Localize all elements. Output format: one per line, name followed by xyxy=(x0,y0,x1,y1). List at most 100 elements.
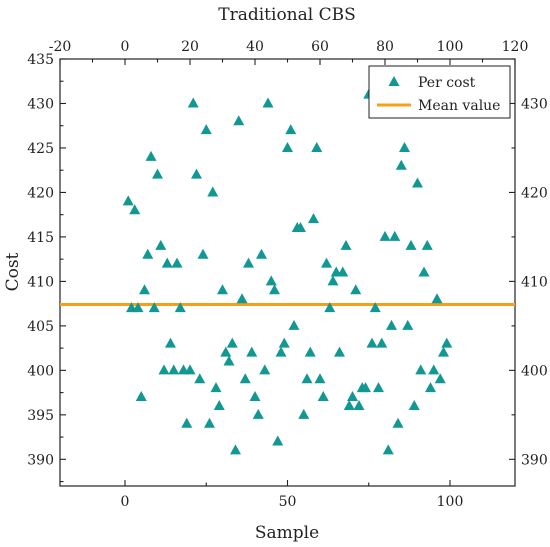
x-tick-label-top: 80 xyxy=(376,39,394,55)
data-point xyxy=(272,435,284,446)
data-point xyxy=(139,284,150,295)
x-tick-label-top: 20 xyxy=(181,39,199,55)
y-tick-label-right: 400 xyxy=(521,363,548,379)
x-tick-label-top: 120 xyxy=(502,39,529,55)
data-point xyxy=(129,204,141,215)
data-point xyxy=(243,257,254,268)
data-point xyxy=(421,239,433,250)
data-point xyxy=(256,248,267,259)
data-point xyxy=(174,302,186,313)
data-points-layer xyxy=(122,88,453,455)
data-point xyxy=(317,391,329,402)
y-tick-label-right: 390 xyxy=(521,452,548,468)
y-tick-label-left: 405 xyxy=(27,319,54,335)
legend-box xyxy=(368,65,511,119)
data-point xyxy=(223,355,235,366)
data-point xyxy=(438,346,449,357)
data-point xyxy=(226,337,238,348)
plot-area xyxy=(59,58,516,487)
data-point xyxy=(347,391,358,402)
data-point xyxy=(324,302,336,313)
data-point xyxy=(265,275,277,286)
data-point xyxy=(213,399,225,410)
x-tick-label-top: 40 xyxy=(246,39,264,55)
data-point xyxy=(165,337,176,348)
data-point xyxy=(402,319,414,330)
data-point xyxy=(275,346,287,357)
y-tick-label-left: 425 xyxy=(27,141,54,157)
data-point xyxy=(337,266,349,277)
data-point xyxy=(148,302,160,313)
legend-label-mean-value: Mean value xyxy=(418,98,500,114)
data-point xyxy=(168,364,180,375)
data-point xyxy=(278,337,290,348)
data-point xyxy=(288,319,300,330)
data-point xyxy=(282,141,293,152)
data-point xyxy=(152,168,163,179)
plot-frame xyxy=(59,58,516,487)
y-tick-label-left: 420 xyxy=(27,185,54,201)
y-tick-label-right: 410 xyxy=(521,274,548,290)
data-point xyxy=(340,239,352,250)
legend: Per cost Mean value xyxy=(368,65,511,119)
data-point xyxy=(392,417,404,428)
data-point xyxy=(434,373,446,384)
x-tick-label-top: 0 xyxy=(121,39,130,55)
y-tick-label-left: 395 xyxy=(27,408,54,424)
data-point xyxy=(184,364,196,375)
legend-marker-per-cost xyxy=(388,76,400,86)
y-tick-label-right: 420 xyxy=(521,185,548,201)
data-point xyxy=(321,257,332,268)
y-tick-label-left: 410 xyxy=(27,274,54,290)
data-point xyxy=(295,222,306,233)
data-point xyxy=(135,391,147,402)
data-point xyxy=(230,444,241,455)
data-point xyxy=(236,293,248,304)
data-point xyxy=(441,337,453,348)
data-point xyxy=(145,150,157,161)
x-axis-label: Sample xyxy=(255,523,319,543)
y-axis-label: Cost xyxy=(3,252,23,291)
x-tick-label-bottom: 0 xyxy=(121,494,130,510)
data-point xyxy=(217,284,228,295)
data-point xyxy=(191,168,202,179)
data-point xyxy=(252,408,264,419)
data-point xyxy=(311,141,323,152)
data-point xyxy=(418,266,430,277)
data-point xyxy=(405,239,417,250)
data-point xyxy=(369,302,381,313)
x-tick-label-top: -20 xyxy=(49,39,72,55)
data-point xyxy=(142,248,154,259)
data-point xyxy=(187,97,199,108)
data-point xyxy=(301,373,313,384)
data-point xyxy=(327,275,339,286)
y-tick-label-left: 415 xyxy=(27,230,54,246)
data-point xyxy=(360,382,371,393)
data-point xyxy=(194,373,206,384)
data-point xyxy=(161,257,173,268)
data-point xyxy=(376,337,388,348)
data-point xyxy=(428,364,440,375)
data-point xyxy=(353,399,365,410)
data-point xyxy=(262,97,274,108)
data-point xyxy=(259,364,271,375)
data-point xyxy=(132,302,144,313)
data-point xyxy=(314,373,326,384)
data-point xyxy=(207,186,219,197)
x-tick-label-bottom: 50 xyxy=(279,494,297,510)
data-point xyxy=(373,382,384,393)
data-point xyxy=(382,444,394,455)
data-point xyxy=(171,257,183,268)
data-point xyxy=(158,364,170,375)
data-point xyxy=(343,399,355,410)
data-point xyxy=(408,399,420,410)
data-point xyxy=(210,382,222,393)
chart-title: Traditional CBS xyxy=(218,5,356,25)
x-tick-label-top: 100 xyxy=(437,39,464,55)
data-point xyxy=(269,284,280,295)
data-point xyxy=(155,239,167,250)
data-point xyxy=(197,248,209,259)
data-point xyxy=(415,364,427,375)
data-point xyxy=(389,230,401,241)
